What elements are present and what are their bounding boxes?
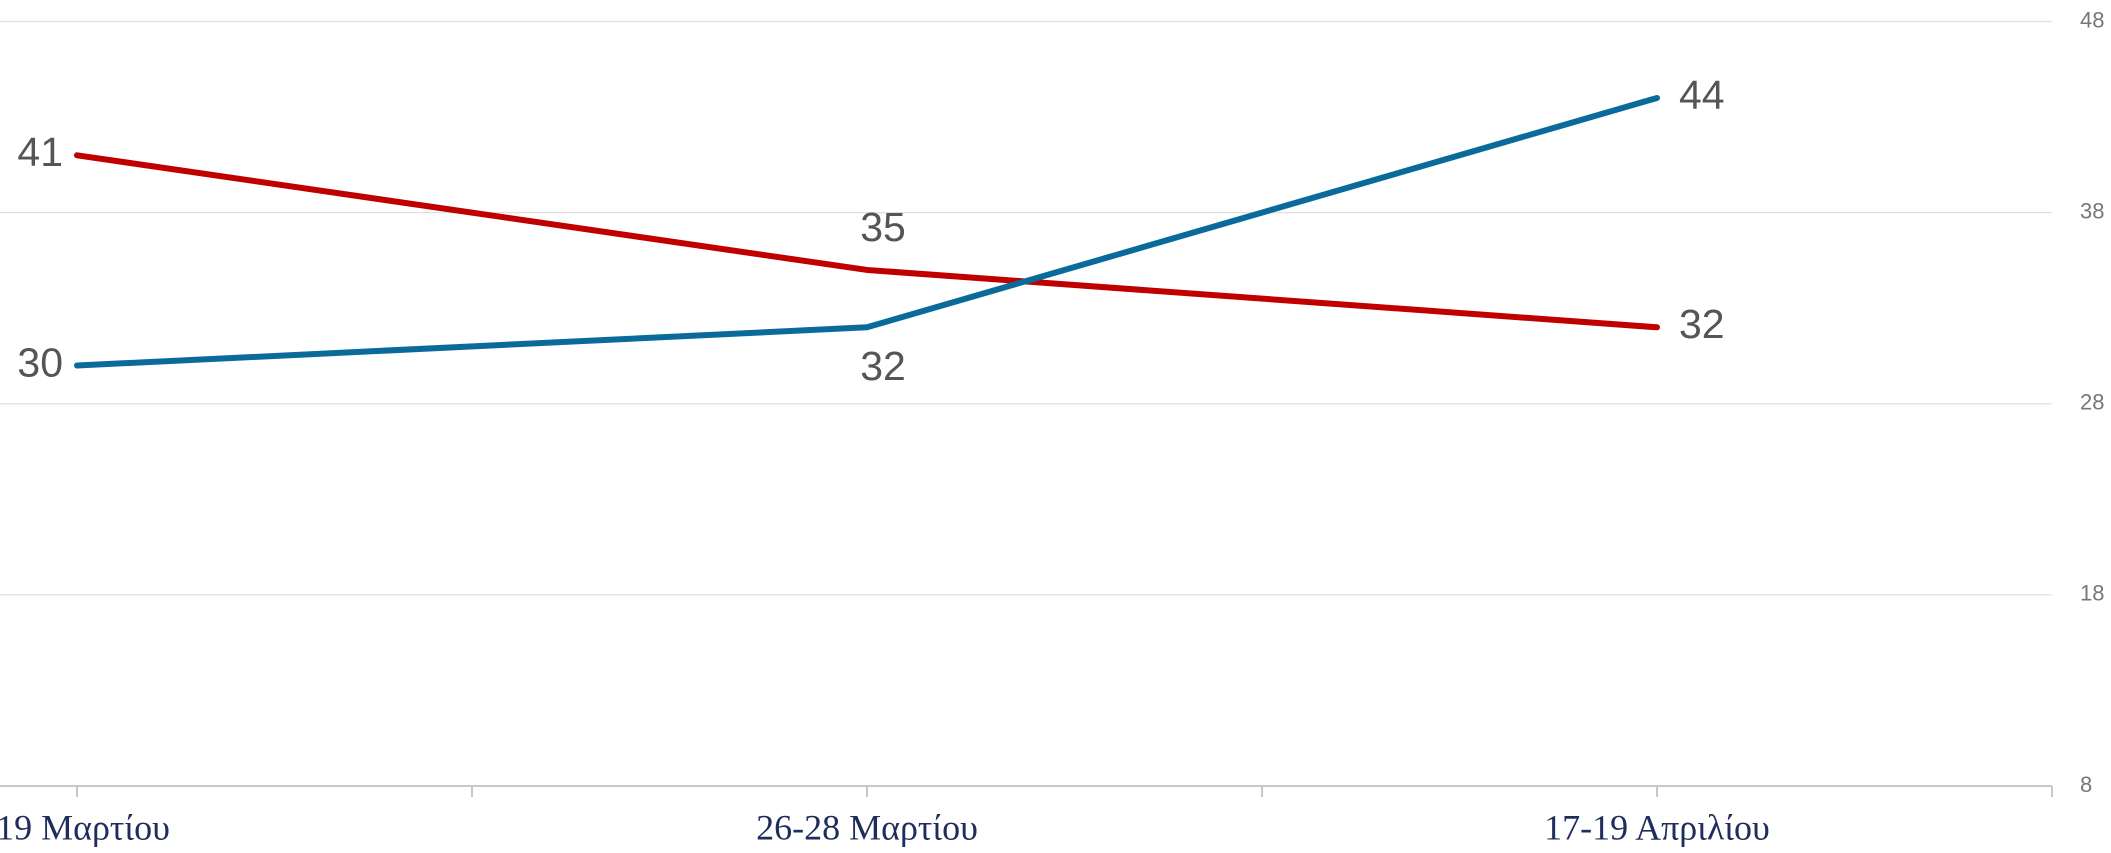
y-tick-label: 8 [2080,772,2092,797]
line [74,152,1660,331]
x-tick-label: 17-19 Απριλίου [1544,807,1770,847]
y-tick-label: 38 [2080,198,2104,223]
value-label: 44 [1679,72,1725,118]
line [74,94,1660,369]
x-tick-label: -19 Μαρτίου [0,807,170,847]
value-label: 41 [17,129,63,175]
value-label: 35 [860,204,906,250]
x-tick-label: 26-28 Μαρτίου [756,807,978,847]
value-label: 32 [1679,301,1725,347]
value-label: 32 [860,343,906,389]
y-tick-label: 28 [2080,390,2104,415]
y-tick-label: 48 [2080,7,2104,32]
y-tick-label: 18 [2080,581,2104,606]
value-label: 30 [17,339,63,385]
